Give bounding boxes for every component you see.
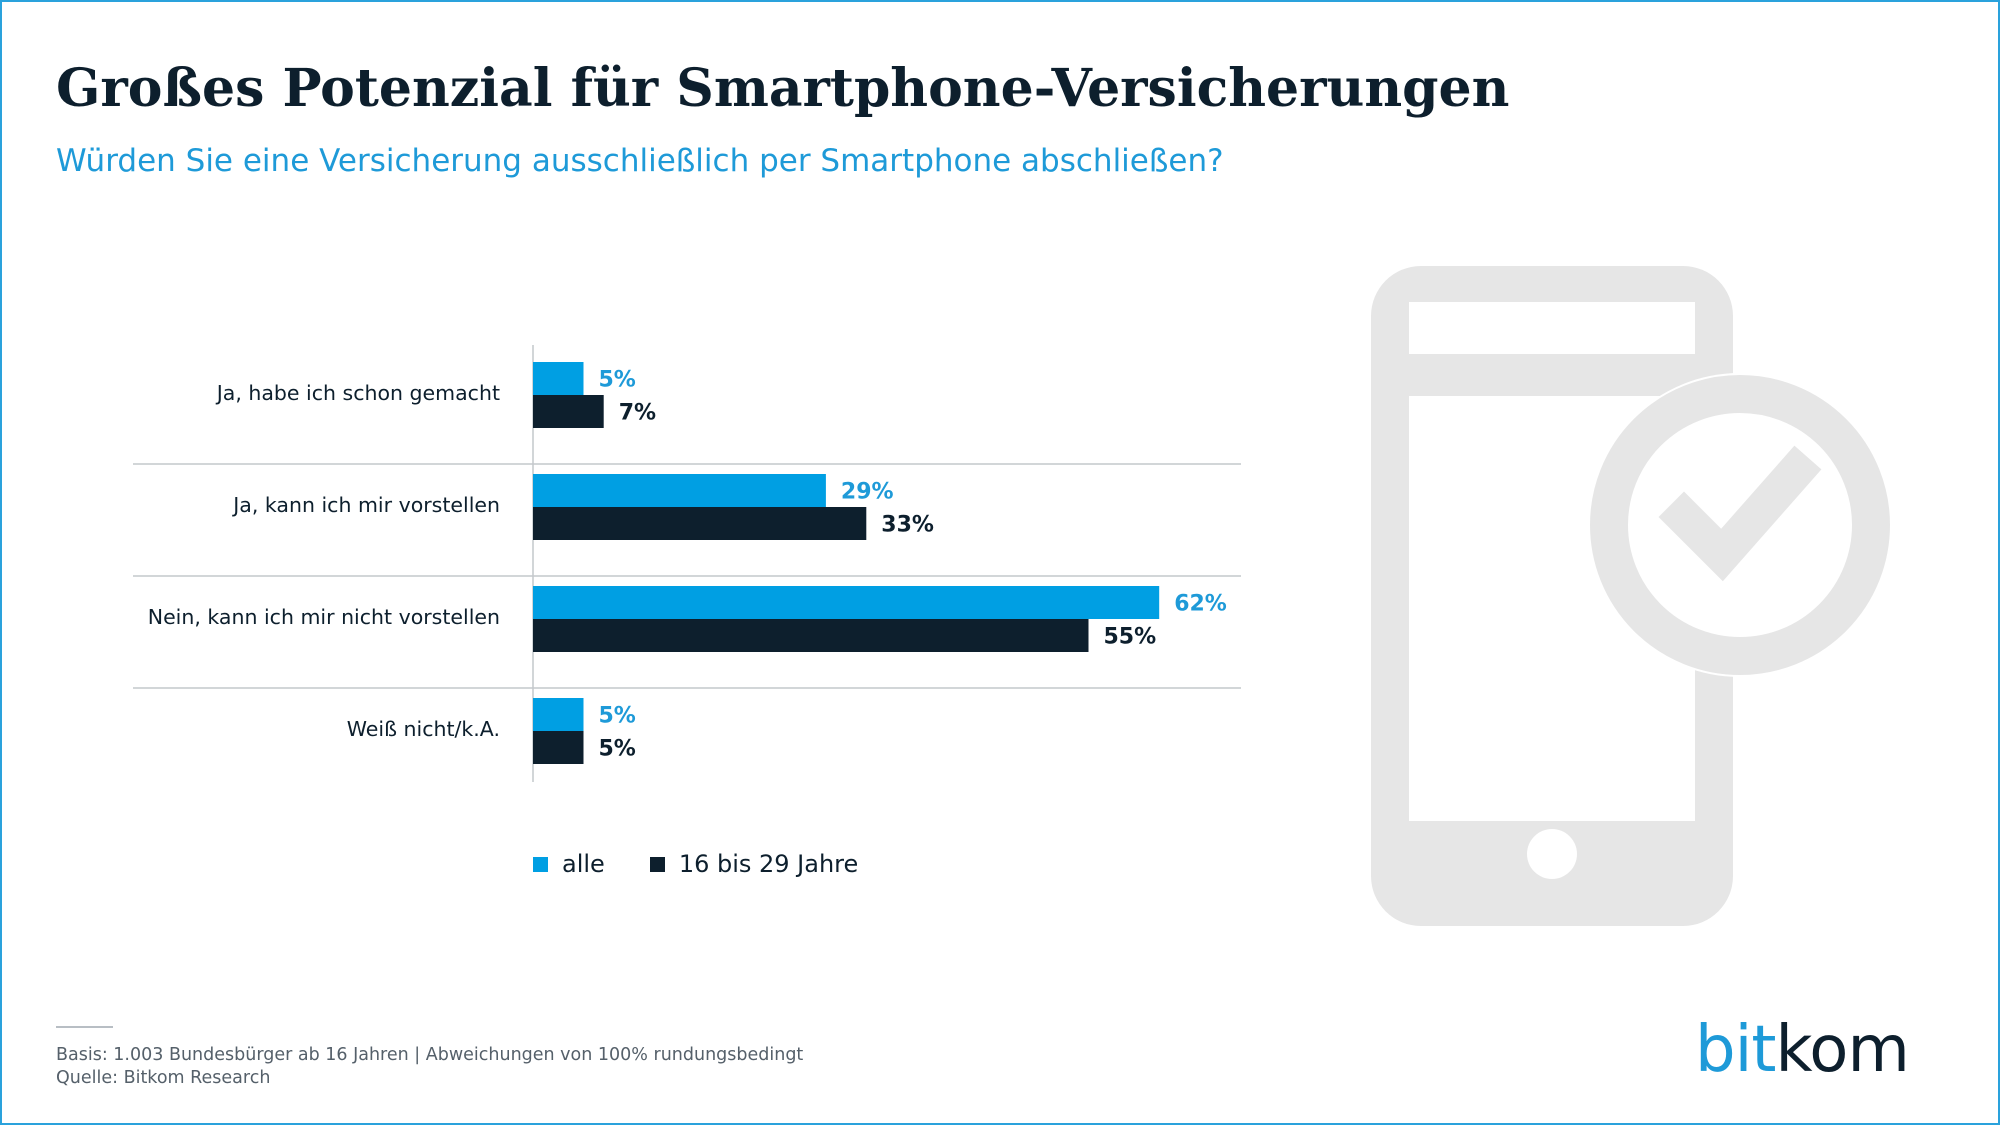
chart-title: Großes Potenzial für Smartphone-Versiche…: [56, 58, 1510, 119]
bar-16-29: [533, 731, 584, 764]
legend-label-alle: alle: [562, 850, 605, 878]
smartphone-checkmark-icon: [1371, 266, 1890, 926]
bar-16-29: [533, 619, 1089, 652]
legend-swatch-16-29: [649, 856, 665, 872]
data-label: 5%: [599, 737, 636, 762]
category-label: Ja, habe ich schon gemacht: [215, 381, 500, 405]
data-label: 7%: [619, 401, 656, 426]
data-label: 62%: [1174, 592, 1227, 617]
data-label: 5%: [599, 704, 636, 729]
category-label: Nein, kann ich mir nicht vorstellen: [148, 605, 500, 629]
category-label: Weiß nicht/k.A.: [347, 717, 500, 741]
bar-alle: [533, 586, 1160, 619]
legend-item-alle: alle: [533, 850, 605, 878]
data-label: 5%: [599, 368, 636, 393]
footnote-rule: [56, 1026, 113, 1028]
logo-part-kom: kom: [1775, 1013, 1910, 1087]
bar-alle: [533, 698, 584, 731]
data-label: 33%: [881, 513, 934, 538]
bar-16-29: [533, 507, 867, 540]
bar-alle: [533, 362, 584, 395]
data-label: 29%: [841, 480, 894, 505]
logo-part-bit: bit: [1695, 1013, 1776, 1087]
legend-swatch-alle: [533, 856, 548, 872]
category-label: Ja, kann ich mir vorstellen: [231, 493, 500, 517]
legend-label-16-29: 16 bis 29 Jahre: [678, 850, 859, 878]
bar-alle: [533, 474, 826, 507]
bar-chart: Ja, habe ich schon gemacht 5% 7% Ja, kann i…: [133, 345, 1241, 782]
chart-legend: alle 16 bis 29 Jahre: [533, 850, 903, 878]
footnote-basis: Basis: 1.003 Bundesbürger ab 16 Jahren |…: [56, 1045, 804, 1065]
bar-16-29: [533, 395, 604, 428]
data-label: 55%: [1104, 625, 1157, 650]
bitkom-logo: bitkom: [1695, 1018, 1910, 1082]
legend-item-16-29: 16 bis 29 Jahre: [649, 850, 859, 878]
footnote-source: Quelle: Bitkom Research: [56, 1068, 271, 1088]
chart-subtitle: Würden Sie eine Versicherung ausschließl…: [56, 143, 1224, 179]
